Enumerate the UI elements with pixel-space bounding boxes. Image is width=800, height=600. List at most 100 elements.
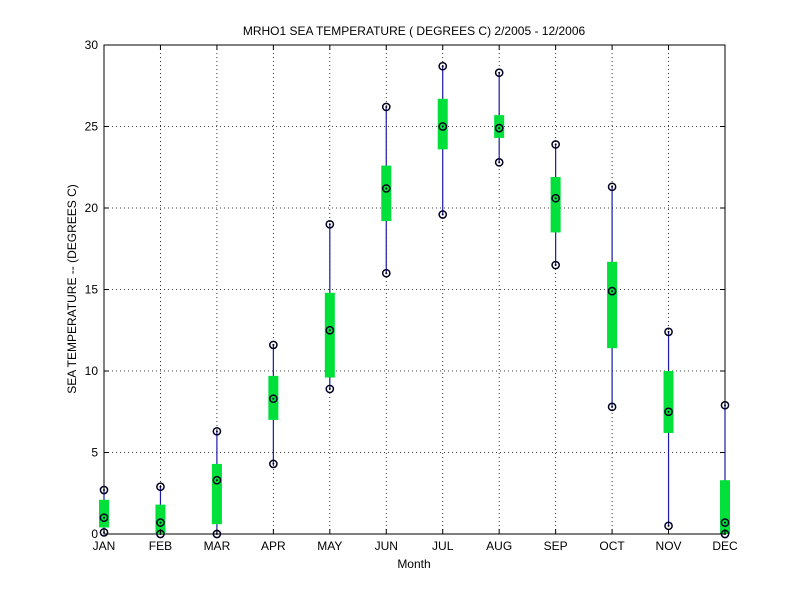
iqr-box-jun (381, 165, 392, 222)
chart-title: MRHO1 SEA TEMPERATURE ( DEGREES C) 2/200… (243, 24, 586, 38)
min-marker-dot-oct (611, 405, 614, 408)
median-marker-jul (438, 122, 448, 131)
min-marker-may (325, 384, 335, 394)
x-tick-label: JUL (432, 539, 454, 553)
x-tick-label: DEC (712, 539, 738, 553)
max-marker-dot-oct (611, 185, 614, 188)
max-marker-dot-aug (498, 71, 501, 74)
median-marker-dot-aug (498, 127, 501, 130)
x-tick-label: MAR (204, 539, 231, 553)
max-marker-dot-apr (272, 343, 275, 346)
min-marker-jun (381, 268, 391, 278)
min-marker-dot-apr (272, 462, 275, 465)
box-plot-marks (99, 61, 730, 539)
max-marker-feb (156, 482, 165, 492)
max-marker-dot-feb (159, 485, 162, 488)
x-tick-label: AUG (486, 539, 512, 553)
iqr-box-dec (720, 480, 730, 534)
y-axis-label: SEA TEMPERATURE -- (DEGREES C) (65, 184, 79, 394)
axis-ticks: JAN FEB MAR APR MAY JUN JUL AUG SEP OCT NOV DEC 0 5 10… (85, 38, 738, 553)
min-marker-apr (269, 459, 278, 469)
max-marker-dot-sep (554, 143, 557, 146)
median-marker-jun (381, 184, 391, 193)
iqr-box-oct (607, 261, 618, 349)
max-marker-oct (607, 182, 617, 192)
median-marker-dot-jan (103, 516, 105, 519)
x-tick-label: JUN (375, 539, 398, 553)
min-marker-jan (99, 528, 109, 537)
median-marker-dot-feb (159, 521, 162, 524)
min-marker-sep (551, 260, 560, 270)
median-marker-dot-jun (385, 187, 388, 190)
y-tick-label: 5 (91, 446, 98, 460)
max-marker-dot-dec (724, 404, 726, 407)
max-marker-dot-jun (385, 105, 388, 108)
median-marker-feb (156, 518, 165, 527)
median-marker-may (325, 325, 335, 335)
median-marker-nov (664, 407, 673, 417)
y-tick-label: 20 (85, 201, 99, 215)
median-marker-sep (551, 193, 560, 203)
max-marker-dot-may (328, 223, 331, 226)
median-marker-dot-mar (215, 479, 218, 482)
x-tick-label: FEB (149, 539, 172, 553)
max-marker-sep (551, 140, 560, 149)
axes-frame (103, 44, 726, 535)
median-marker-dec (720, 518, 730, 527)
max-marker-apr (269, 340, 278, 350)
median-marker-dot-dec (724, 521, 726, 524)
min-marker-dot-jun (385, 272, 388, 275)
max-marker-dot-jul (441, 65, 444, 68)
min-marker-oct (607, 402, 617, 412)
max-marker-jan (99, 485, 109, 495)
median-marker-apr (269, 394, 278, 404)
x-tick-label: SEP (544, 539, 568, 553)
median-marker-dot-nov (667, 410, 670, 413)
median-marker-dot-may (328, 329, 331, 332)
iqr-box-aug (494, 115, 505, 138)
max-marker-dec (720, 400, 730, 410)
median-marker-dot-jul (441, 125, 444, 128)
iqr-box-mar (211, 463, 222, 525)
iqr-box-nov (663, 371, 674, 433)
min-marker-dot-nov (667, 524, 670, 527)
min-marker-jul (438, 210, 448, 219)
grid-lines (104, 45, 725, 534)
x-tick-label: MAY (317, 539, 342, 553)
x-tick-label: APR (261, 539, 286, 553)
min-marker-dot-jul (441, 213, 444, 216)
y-tick-label: 10 (85, 364, 99, 378)
median-marker-oct (607, 286, 617, 296)
y-tick-label: 15 (85, 283, 99, 297)
max-marker-dot-jan (103, 488, 105, 491)
min-marker-aug (494, 158, 504, 167)
min-marker-dot-may (328, 387, 331, 390)
iqr-box-jul (437, 98, 448, 150)
y-tick-label: 0 (91, 527, 98, 541)
max-marker-mar (212, 426, 222, 436)
min-marker-dot-sep (554, 264, 557, 267)
y-tick-label: 30 (85, 38, 99, 52)
x-tick-label: OCT (599, 539, 625, 553)
iqr-box-sep (550, 177, 561, 233)
median-marker-mar (212, 475, 222, 485)
median-marker-dot-apr (272, 397, 275, 400)
max-marker-aug (494, 68, 504, 78)
median-marker-jan (99, 513, 109, 523)
max-marker-dot-nov (667, 330, 670, 333)
max-marker-jun (381, 102, 391, 112)
x-tick-label: JAN (93, 539, 116, 553)
max-marker-nov (664, 327, 673, 337)
median-marker-aug (494, 123, 504, 133)
x-axis-label: Month (397, 557, 430, 571)
median-marker-dot-oct (611, 290, 614, 293)
x-tick-label: NOV (656, 539, 682, 553)
max-marker-may (325, 219, 335, 229)
y-tick-label: 25 (85, 120, 99, 134)
median-marker-dot-sep (554, 197, 557, 200)
iqr-box-may (324, 292, 335, 378)
max-marker-dot-mar (215, 430, 218, 433)
min-marker-dot-aug (498, 161, 501, 164)
max-marker-jul (438, 61, 448, 71)
